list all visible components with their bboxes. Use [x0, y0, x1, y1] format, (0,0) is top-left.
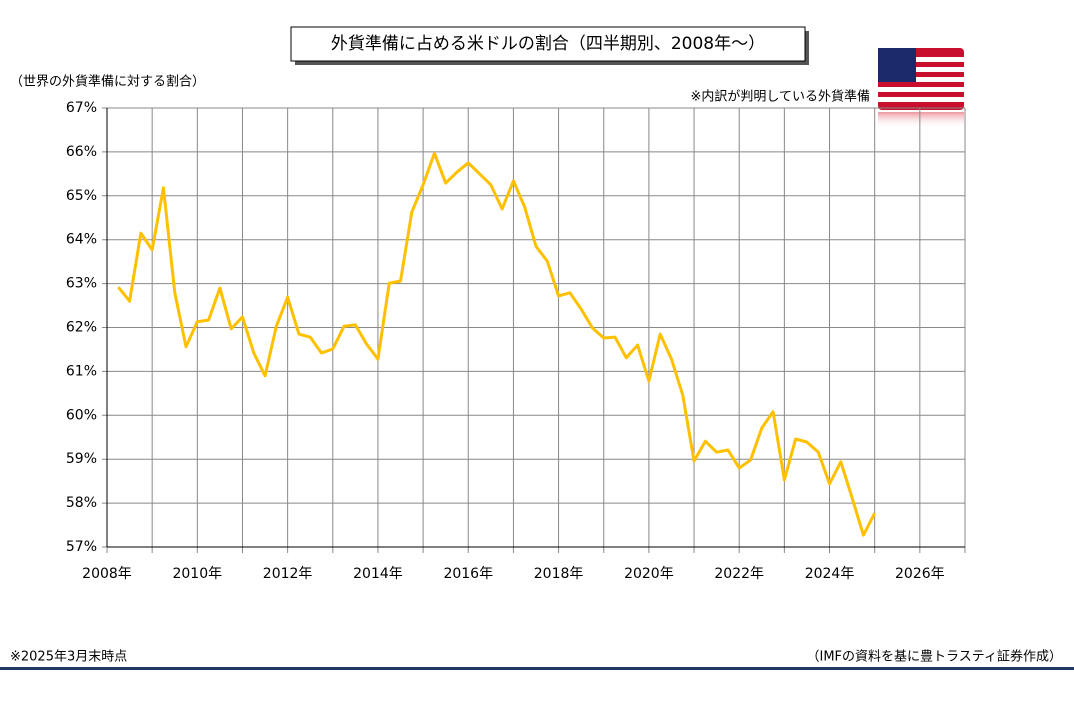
x-tick-label: 2010年	[172, 566, 222, 582]
footnote: ※2025年3月末時点	[10, 650, 127, 665]
x-tick-label: 2012年	[263, 566, 313, 582]
chart-title: 外貨準備に占める米ドルの割合（四半期別、2008年～）	[331, 34, 765, 54]
y-tick-label: 59%	[66, 451, 97, 467]
footer-rule	[0, 667, 1074, 670]
x-tick-label: 2020年	[624, 566, 674, 582]
x-tick-label: 2014年	[353, 566, 403, 582]
x-tick-label: 2026年	[895, 566, 945, 582]
title-box	[290, 26, 806, 62]
y-axis-label: （世界の外貨準備に対する割合）	[10, 74, 205, 90]
data-line	[117, 151, 877, 537]
x-tick-label: 2022年	[714, 566, 764, 582]
y-tick-label: 57%	[66, 539, 97, 555]
y-tick-label: 61%	[66, 363, 97, 379]
y-tick-label: 67%	[66, 100, 97, 116]
y-tick-label: 60%	[66, 407, 97, 423]
y-tick-label: 66%	[66, 144, 97, 160]
x-tick-label: 2024年	[805, 566, 855, 582]
y-tick-label: 63%	[66, 276, 97, 292]
y-tick-label: 65%	[66, 188, 97, 204]
x-tick-label: 2016年	[443, 566, 493, 582]
source: （IMFの資料を基に豊トラスティ証券作成）	[807, 649, 1063, 665]
y-tick-label: 58%	[66, 495, 97, 511]
y-tick-label: 64%	[66, 232, 97, 248]
y-tick-label: 62%	[66, 320, 97, 336]
note: ※内訳が判明している外貨準備	[690, 89, 870, 105]
x-tick-label: 2018年	[534, 566, 584, 582]
us-flag	[878, 48, 964, 128]
x-tick-label: 2008年	[82, 566, 132, 582]
